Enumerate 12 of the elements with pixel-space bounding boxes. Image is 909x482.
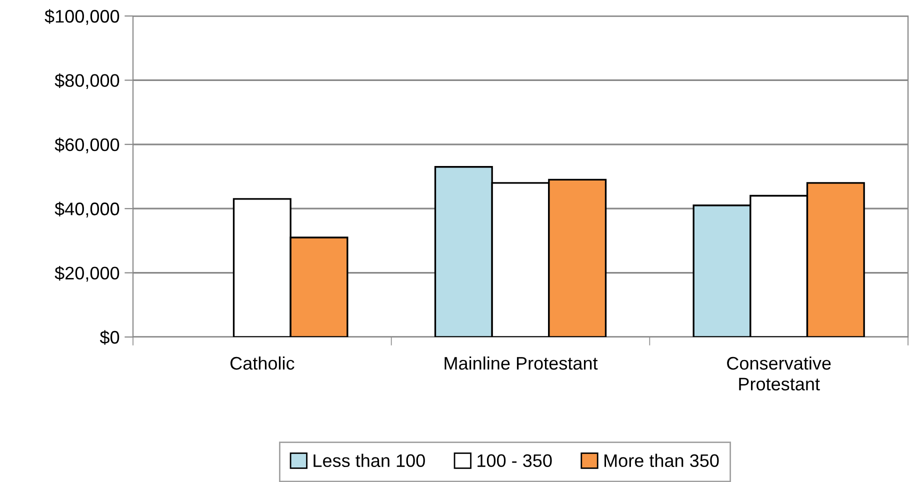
y-tick-label: $100,000 <box>44 9 120 25</box>
y-tick-label: $80,000 <box>54 73 120 90</box>
x-tick-label: Catholic <box>230 356 294 370</box>
legend-label: 100 - 350 <box>478 454 552 468</box>
y-tick-label: $0 <box>100 330 120 345</box>
y-tick-label: $60,000 <box>54 138 120 154</box>
x-tick-label: Conservative Protestant <box>727 356 831 390</box>
legend-label: Less than 100 <box>314 454 425 468</box>
x-tick-label: Mainline Protestant <box>444 356 598 370</box>
legend-label: More than 350 <box>604 454 719 468</box>
y-tick-label: $40,000 <box>54 202 120 218</box>
y-tick-label: $20,000 <box>54 266 120 282</box>
